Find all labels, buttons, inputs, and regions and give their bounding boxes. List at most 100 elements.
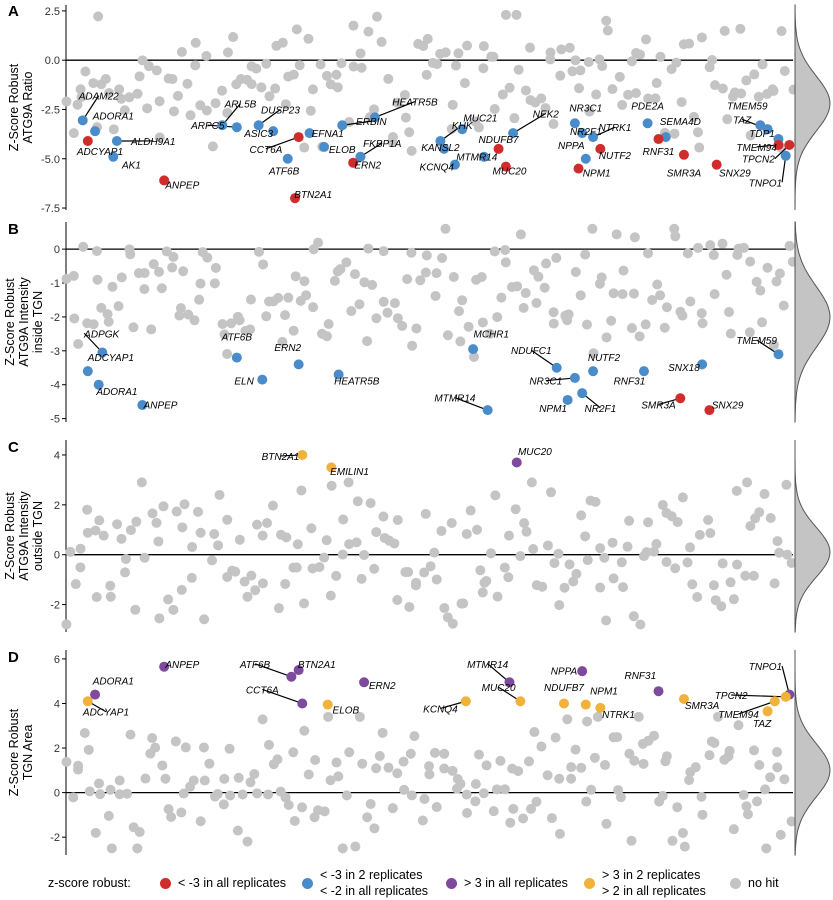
no-hit-point — [76, 91, 87, 102]
hit-point-snx29 — [711, 159, 722, 170]
no-hit-point — [182, 78, 193, 89]
no-hit-point — [470, 778, 481, 789]
hit-label-tnpo1: TNPO1 — [749, 178, 782, 189]
no-hit-point — [489, 103, 500, 114]
hit-point-snx29 — [704, 405, 715, 416]
no-hit-point — [440, 47, 451, 58]
no-hit-point — [424, 761, 435, 772]
no-hit-point — [214, 489, 225, 500]
no-hit-point — [383, 762, 394, 773]
hit-point-nr2f1 — [577, 128, 588, 139]
no-hit-point — [158, 501, 169, 512]
no-hit-point — [160, 773, 171, 784]
no-hit-point — [232, 825, 243, 836]
no-hit-point — [554, 773, 565, 784]
no-hit-point — [679, 841, 690, 852]
no-hit-point — [398, 756, 409, 767]
no-hit-point — [389, 538, 400, 549]
no-hit-point — [104, 87, 115, 98]
no-hit-point — [299, 142, 310, 153]
no-hit-point — [114, 84, 125, 95]
y-tick-label: -5.0 — [41, 154, 60, 166]
hit-point-ndufc1 — [551, 362, 562, 373]
no-hit-point — [277, 336, 288, 347]
no-hit-point — [607, 84, 618, 95]
no-hit-point — [100, 73, 111, 84]
no-hit-point — [168, 251, 179, 262]
no-hit-point — [61, 619, 72, 630]
no-hit-point — [114, 775, 125, 786]
hit-label-mtmr14: MTMR14 — [467, 660, 509, 671]
no-hit-point — [566, 773, 577, 784]
no-hit-point — [351, 537, 362, 548]
no-hit-point — [708, 250, 719, 261]
no-hit-point — [331, 570, 342, 581]
hit-label-eln: ELN — [234, 377, 254, 388]
no-hit-point — [481, 760, 492, 771]
no-hit-point — [542, 540, 553, 551]
y-tick-label: 4 — [54, 450, 60, 462]
hit-label-tdp1: TDP1 — [749, 129, 775, 140]
no-hit-point — [192, 506, 203, 517]
no-hit-point — [562, 714, 573, 725]
no-hit-point — [78, 241, 89, 252]
no-hit-point — [692, 127, 703, 138]
no-hit-point — [242, 836, 253, 847]
no-hit-point — [769, 578, 780, 589]
no-hit-point — [436, 526, 447, 537]
no-hit-point — [488, 51, 499, 62]
no-hit-point — [95, 789, 106, 800]
no-hit-point — [233, 772, 244, 783]
no-hit-point — [616, 557, 627, 568]
hit-label-cct6a: CCT6A — [250, 145, 283, 156]
hit-point-tmem94 — [769, 696, 780, 707]
no-hit-point — [257, 714, 268, 725]
no-hit-point — [767, 84, 778, 95]
no-hit-point — [68, 792, 79, 803]
no-hit-point — [92, 274, 103, 285]
y-axis-label-line: Z-Score Robust — [3, 278, 17, 366]
no-hit-point — [634, 331, 645, 342]
no-hit-point — [201, 50, 212, 61]
no-hit-point — [319, 806, 330, 817]
no-hit-point — [217, 319, 228, 330]
hit-point-heatr5b — [369, 112, 380, 123]
no-hit-point — [745, 520, 756, 531]
no-hit-point — [779, 774, 790, 785]
no-hit-point — [768, 339, 779, 350]
no-hit-point — [258, 259, 269, 270]
no-hit-point — [652, 279, 663, 290]
no-hit-point — [447, 765, 458, 776]
no-hit-point — [515, 551, 526, 562]
legend-dot-grey — [730, 877, 741, 889]
hit-point-nr3c1 — [569, 118, 580, 129]
no-hit-point — [735, 23, 746, 34]
no-hit-point — [546, 487, 557, 498]
no-hit-point — [132, 843, 143, 854]
no-hit-point — [477, 317, 488, 328]
no-hit-point — [218, 799, 229, 810]
no-hit-point — [262, 517, 273, 528]
y-axis-label-line: ATG9A Intensity — [17, 277, 31, 367]
no-hit-point — [314, 562, 325, 573]
no-hit-point — [392, 768, 403, 779]
no-hit-point — [91, 592, 102, 603]
no-hit-point — [554, 600, 565, 611]
no-hit-point — [404, 601, 415, 612]
hit-label-tmem94: TMEM94 — [736, 143, 777, 154]
no-hit-point — [476, 271, 487, 282]
no-hit-point — [147, 508, 158, 519]
no-hit-point — [595, 543, 606, 554]
no-hit-point — [273, 603, 284, 614]
no-hit-point — [90, 525, 101, 536]
no-hit-point — [61, 756, 72, 767]
no-hit-point — [148, 259, 159, 270]
no-hit-point — [256, 82, 267, 93]
no-hit-point — [73, 339, 84, 350]
no-hit-point — [478, 63, 489, 74]
hit-point-npm1 — [580, 699, 591, 710]
no-hit-point — [540, 103, 551, 114]
no-hit-point — [740, 570, 751, 581]
no-hit-point — [661, 302, 672, 313]
no-hit-point — [180, 742, 191, 753]
